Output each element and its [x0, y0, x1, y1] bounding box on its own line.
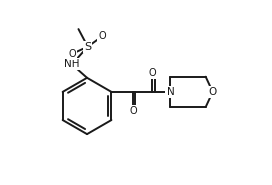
Text: NH: NH [64, 59, 80, 69]
Text: O: O [69, 49, 76, 59]
Text: N: N [166, 87, 174, 97]
Text: O: O [98, 31, 106, 41]
Text: O: O [148, 68, 156, 78]
Text: O: O [129, 106, 137, 116]
Text: O: O [209, 87, 217, 97]
Text: S: S [84, 42, 91, 52]
